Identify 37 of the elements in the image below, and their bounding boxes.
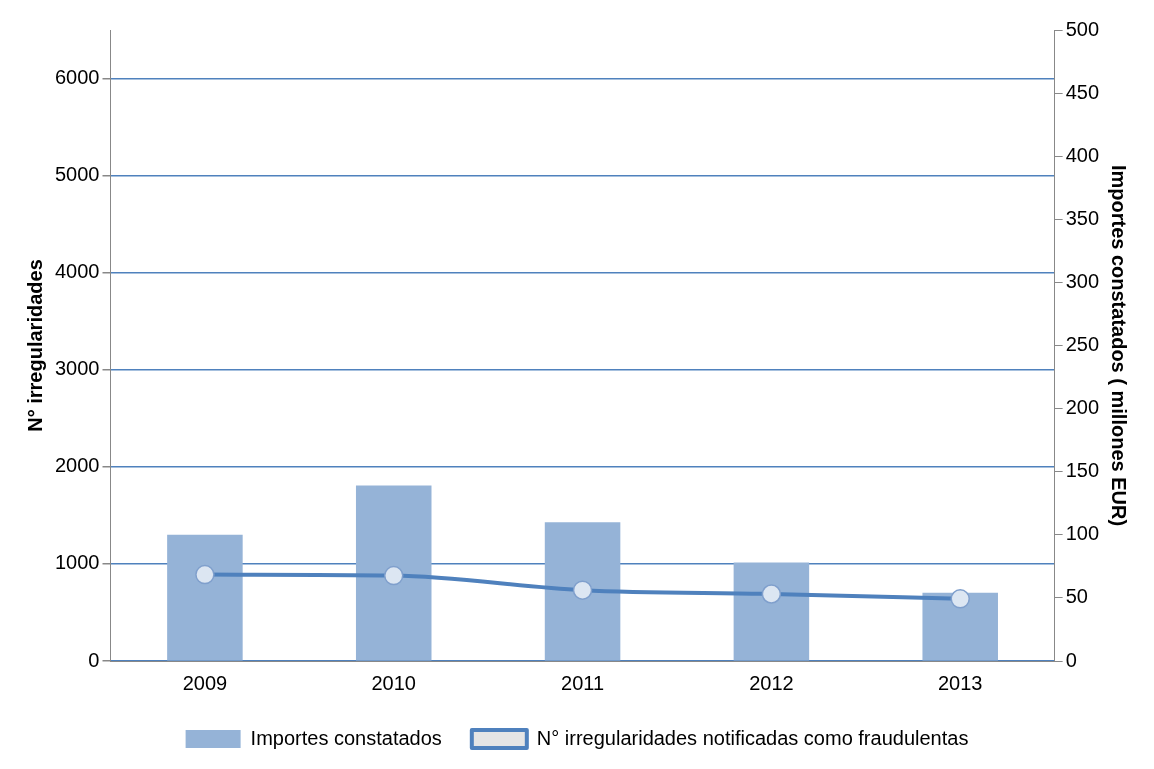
y2-tick-label: 50 [1065, 585, 1088, 608]
y2-tick-label: 300 [1065, 269, 1100, 292]
x-tick-label: 2009 [182, 671, 228, 694]
bar [733, 562, 810, 661]
y-tick-label: 5000 [54, 163, 100, 186]
y-tick-label: 6000 [54, 66, 100, 89]
y2-tick-label: 450 [1065, 80, 1100, 103]
x-tick-label: 2011 [561, 671, 605, 694]
legend-label: N° irregularidades notificadas como fraudulentas [536, 726, 969, 749]
x-tick-label: 2013 [937, 671, 983, 694]
y-tick-label: 3000 [54, 357, 100, 380]
x-tick-label: 2012 [749, 671, 794, 694]
y2-tick-label: 150 [1065, 459, 1100, 482]
y2-tick-label: 350 [1065, 206, 1100, 229]
y2-tick-label: 500 [1065, 17, 1100, 40]
y2-tick-label: 0 [1065, 648, 1077, 671]
y2-axis-title: Importes constatados ( millones EUR) [1108, 164, 1131, 527]
legend-label: Importes constatados [250, 726, 442, 749]
point [761, 584, 782, 604]
y-tick-label: 4000 [54, 260, 100, 283]
y2-tick-label: 250 [1065, 333, 1100, 356]
point [383, 565, 404, 586]
y-axis-title: N° irregularidades [23, 259, 46, 432]
y2-tick-label: 400 [1065, 143, 1100, 166]
y-tick-label: 0 [88, 648, 100, 671]
point [195, 564, 215, 585]
point [950, 589, 970, 609]
bar [167, 534, 243, 661]
bar [355, 485, 432, 661]
bar [544, 522, 621, 661]
y2-tick-label: 100 [1065, 522, 1100, 545]
bar [922, 592, 998, 661]
point [572, 580, 593, 600]
y2-tick-label: 200 [1065, 396, 1100, 419]
y-tick-label: 1000 [54, 551, 100, 574]
x-tick-label: 2010 [371, 671, 416, 694]
y-tick-label: 2000 [54, 454, 100, 477]
